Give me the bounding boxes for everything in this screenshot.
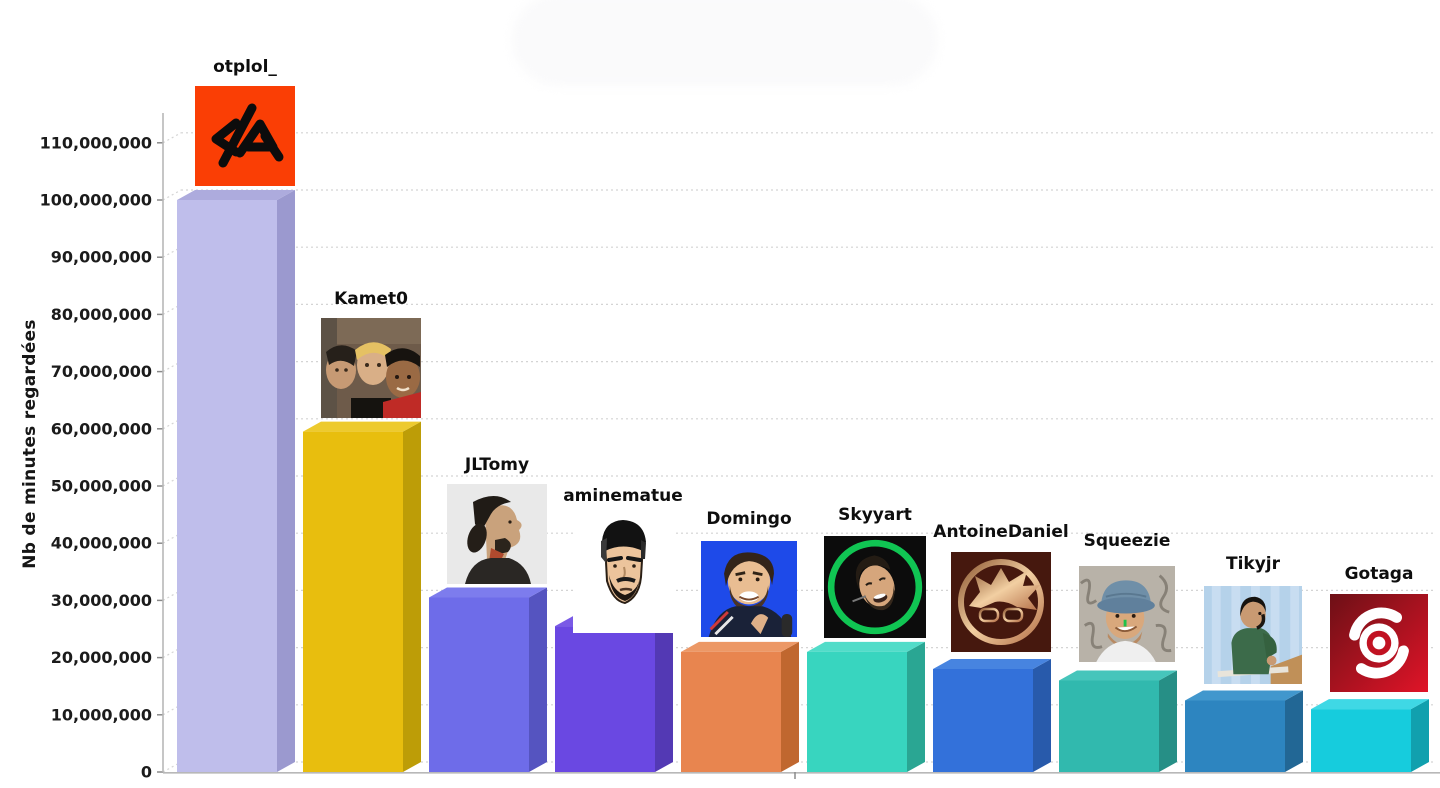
bar-side-domingo: [781, 641, 799, 772]
bar-side-jltomy: [529, 587, 547, 772]
bar-top-squeezie: [1059, 670, 1177, 681]
gridline-depth: [162, 647, 182, 659]
antoinedaniel-logo-icon: [951, 552, 1051, 653]
y-tick-label: 20,000,000: [51, 648, 152, 667]
avatar-kamet0: [321, 317, 421, 418]
bar-side-kamet0: [403, 421, 421, 772]
jltomy-photo-icon: [447, 483, 547, 584]
bar-jltomy: [429, 597, 529, 772]
gridline-depth: [162, 532, 182, 544]
bar-side-otplol: [277, 190, 295, 772]
bar-side-skyyart: [907, 641, 925, 772]
bar-label-skyyart: Skyyart: [838, 504, 912, 525]
bar-kamet0: [303, 431, 403, 772]
avatar-antoinedaniel: [951, 551, 1051, 653]
avatar-aminematue: [573, 515, 673, 634]
bar-top-otplol: [177, 190, 295, 200]
bar-side-squeezie: [1159, 670, 1177, 772]
bar-antoinedaniel: [933, 669, 1033, 772]
bar-label-kamet0: Kamet0: [334, 288, 408, 309]
gridline-depth: [162, 475, 182, 487]
bar-side-aminematue: [655, 616, 673, 772]
bar-side-gotaga: [1411, 699, 1429, 772]
gridline-depth: [162, 246, 182, 258]
avatar-squeezie: [1079, 560, 1175, 668]
avatar-gotaga: [1330, 593, 1428, 693]
bar-label-antoinedaniel: AntoineDaniel: [933, 522, 1069, 543]
avatar-otplol: [195, 86, 295, 186]
gridline-depth: [162, 303, 182, 315]
bar-domingo: [681, 651, 781, 772]
gridline-depth: [162, 361, 182, 373]
bar-top-kamet0: [303, 421, 421, 432]
otplol-logo-icon: [195, 86, 295, 186]
bar-tikyjr: [1185, 700, 1285, 772]
y-tick-label: 110,000,000: [40, 133, 152, 152]
bar-aminematue: [555, 626, 655, 772]
bar-top-gotaga: [1311, 699, 1429, 710]
gridline-depth: [162, 761, 182, 773]
avatar-jltomy: [447, 483, 547, 584]
bar-side-tikyjr: [1285, 690, 1303, 772]
bar-top-jltomy: [429, 587, 547, 598]
y-tick-label: 10,000,000: [51, 705, 152, 724]
bar-top-antoinedaniel: [933, 659, 1051, 670]
bar-label-squeezie: Squeezie: [1083, 531, 1171, 552]
skyyart-photo-icon: [824, 535, 926, 638]
avatar-tikyjr: [1204, 583, 1302, 687]
bar-squeezie: [1059, 680, 1159, 772]
y-tick-label: 30,000,000: [51, 591, 152, 610]
gridline-depth: [162, 132, 182, 144]
y-tick-label: 100,000,000: [40, 191, 152, 210]
bar-label-domingo: Domingo: [706, 508, 792, 529]
bar-label-aminematue: aminematue: [563, 486, 683, 507]
bar-top-skyyart: [807, 641, 925, 652]
kamet0-photo-icon: [321, 317, 421, 418]
bar-label-tikyjr: Tikyjr: [1225, 553, 1281, 574]
avatar-domingo: [701, 538, 797, 640]
erased-title-area: [512, 0, 938, 86]
y-tick-label: 70,000,000: [51, 362, 152, 381]
y-tick-label: 40,000,000: [51, 534, 152, 553]
bar-otplol: [177, 200, 277, 772]
gotaga-logo-icon: [1330, 594, 1428, 693]
tikyjr-photo-icon: [1204, 585, 1302, 684]
domingo-photo-icon: [701, 540, 797, 637]
bar-skyyart: [807, 651, 907, 772]
y-tick-label: 60,000,000: [51, 419, 152, 438]
bar-label-jltomy: JLTomy: [464, 454, 530, 475]
gridline-depth: [162, 704, 182, 716]
squeezie-photo-icon: [1079, 566, 1175, 663]
bar-side-antoinedaniel: [1033, 659, 1051, 772]
bar-top-tikyjr: [1185, 690, 1303, 701]
bar-label-otplol: otplol_: [213, 57, 277, 77]
bar-label-gotaga: Gotaga: [1344, 564, 1414, 585]
y-tick-label: 90,000,000: [51, 248, 152, 267]
y-tick-label: 50,000,000: [51, 477, 152, 496]
bar-top-domingo: [681, 641, 799, 652]
y-tick-label: 0: [141, 763, 152, 782]
gridline-depth: [162, 589, 182, 601]
aminematue-cartoon-icon: [573, 515, 673, 634]
y-tick-label: 80,000,000: [51, 305, 152, 324]
bar-gotaga: [1311, 709, 1411, 772]
gridline-depth: [162, 418, 182, 430]
avatar-skyyart: [824, 534, 926, 640]
gridline-depth: [162, 189, 182, 201]
